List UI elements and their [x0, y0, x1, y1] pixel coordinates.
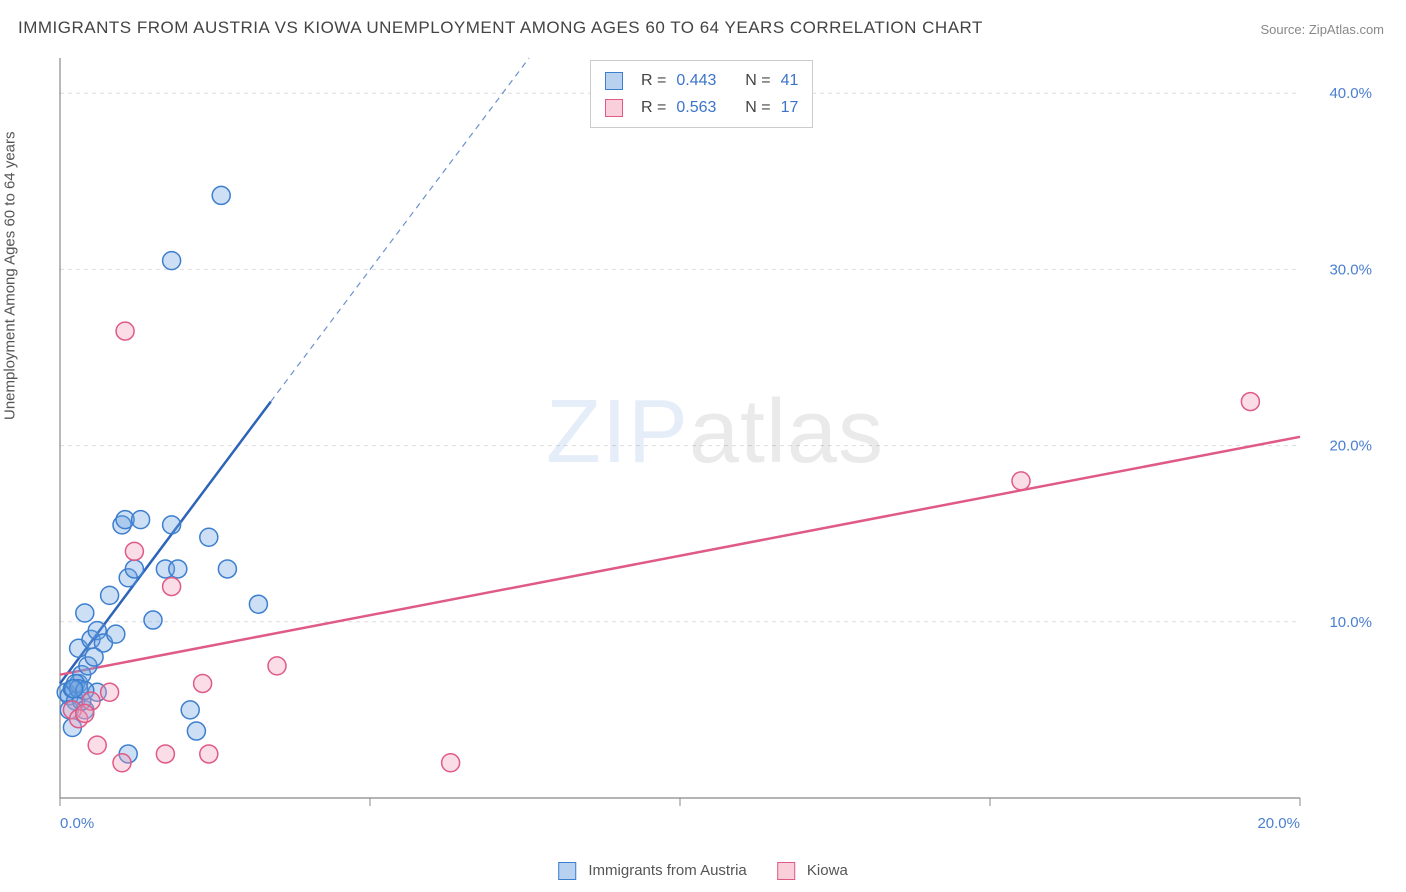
r-label: R = — [641, 67, 666, 94]
svg-text:30.0%: 30.0% — [1329, 261, 1372, 278]
n-label: N = — [745, 67, 770, 94]
stats-legend-box: R = 0.443 N = 41 R = 0.563 N = 17 — [590, 60, 813, 128]
legend-label-2: Kiowa — [807, 862, 848, 879]
legend-item-1: Immigrants from Austria — [558, 862, 747, 880]
n-label: N = — [745, 94, 770, 121]
svg-text:20.0%: 20.0% — [1329, 438, 1372, 455]
legend-label-1: Immigrants from Austria — [588, 862, 746, 879]
n-value-2: 17 — [781, 94, 799, 121]
r-label: R = — [641, 94, 666, 121]
source-attribution: Source: ZipAtlas.com — [1260, 22, 1384, 37]
n-value-1: 41 — [781, 67, 799, 94]
square-icon — [777, 862, 795, 880]
scatter-chart: 10.0% 20.0% 30.0% 40.0% 0.0% 20.0% — [50, 48, 1380, 838]
y-axis-label: Unemployment Among Ages 60 to 64 years — [2, 131, 19, 420]
stats-row-series2: R = 0.563 N = 17 — [605, 94, 798, 121]
plot-area: 10.0%20.0%30.0%40.0%0.0%20.0% ZIPatlas R… — [50, 48, 1380, 838]
svg-text:40.0%: 40.0% — [1329, 85, 1372, 102]
chart-title: IMMIGRANTS FROM AUSTRIA VS KIOWA UNEMPLO… — [18, 18, 983, 38]
r-value-2: 0.563 — [676, 94, 716, 121]
stats-row-series1: R = 0.443 N = 41 — [605, 67, 798, 94]
svg-text:20.0%: 20.0% — [1257, 815, 1300, 832]
square-icon — [558, 862, 576, 880]
legend-item-2: Kiowa — [777, 862, 848, 880]
r-value-1: 0.443 — [676, 67, 716, 94]
x-axis-legend: Immigrants from Austria Kiowa — [558, 862, 848, 880]
svg-text:10.0%: 10.0% — [1329, 614, 1372, 631]
square-icon — [605, 72, 623, 90]
svg-text:0.0%: 0.0% — [60, 815, 94, 832]
square-icon — [605, 99, 623, 117]
